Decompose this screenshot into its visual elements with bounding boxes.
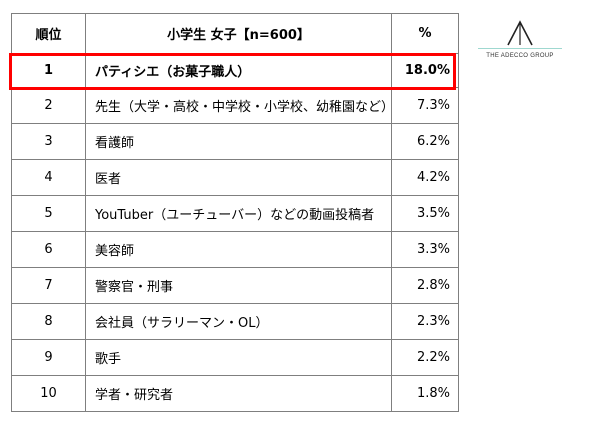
rank-cell: 9 bbox=[11, 339, 86, 376]
job-cell: 会社員（サラリーマン・OL） bbox=[85, 303, 392, 340]
job-cell: 美容師 bbox=[85, 231, 392, 268]
rank-cell: 2 bbox=[11, 87, 86, 124]
job-cell: 歌手 bbox=[85, 339, 392, 376]
table-header-row: 順位 小学生 女子【n=600】 % bbox=[11, 13, 459, 54]
adecco-a-logo-icon bbox=[507, 20, 533, 46]
job-cell: YouTuber（ユーチューバー）などの動画投稿者 bbox=[85, 195, 392, 232]
table-row: 2 先生（大学・高校・中学校・小学校、幼稚園など） 7.3% bbox=[11, 87, 459, 124]
rank-cell: 5 bbox=[11, 195, 86, 232]
percent-cell: 4.2% bbox=[391, 159, 459, 196]
table-row: 5 YouTuber（ユーチューバー）などの動画投稿者 3.5% bbox=[11, 195, 459, 232]
percent-cell: 18.0% bbox=[391, 53, 459, 88]
rank-cell: 8 bbox=[11, 303, 86, 340]
job-cell: 学者・研究者 bbox=[85, 375, 392, 412]
ranking-table: 順位 小学生 女子【n=600】 % 1 パティシエ（お菓子職人） 18.0% … bbox=[11, 13, 459, 412]
rank-cell: 1 bbox=[11, 53, 86, 88]
job-cell: 先生（大学・高校・中学校・小学校、幼稚園など） bbox=[85, 87, 392, 124]
rank-cell: 3 bbox=[11, 123, 86, 160]
table-row: 8 会社員（サラリーマン・OL） 2.3% bbox=[11, 303, 459, 340]
job-cell: 医者 bbox=[85, 159, 392, 196]
brand-logo: THE ADECCO GROUP bbox=[476, 20, 564, 59]
job-cell: 警察官・刑事 bbox=[85, 267, 392, 304]
brand-accent-line bbox=[478, 48, 562, 49]
table-row: 3 看護師 6.2% bbox=[11, 123, 459, 160]
job-cell: パティシエ（お菓子職人） bbox=[85, 53, 392, 88]
rank-cell: 7 bbox=[11, 267, 86, 304]
table-row: 9 歌手 2.2% bbox=[11, 339, 459, 376]
percent-cell: 3.3% bbox=[391, 231, 459, 268]
rank-cell: 6 bbox=[11, 231, 86, 268]
brand-name: THE ADECCO GROUP bbox=[486, 53, 554, 59]
table-row: 7 警察官・刑事 2.8% bbox=[11, 267, 459, 304]
percent-cell: 3.5% bbox=[391, 195, 459, 232]
header-rank: 順位 bbox=[11, 13, 86, 54]
percent-cell: 2.3% bbox=[391, 303, 459, 340]
percent-cell: 2.2% bbox=[391, 339, 459, 376]
job-cell: 看護師 bbox=[85, 123, 392, 160]
percent-cell: 6.2% bbox=[391, 123, 459, 160]
rank-cell: 10 bbox=[11, 375, 86, 412]
percent-cell: 7.3% bbox=[391, 87, 459, 124]
table-row: 10 学者・研究者 1.8% bbox=[11, 375, 459, 412]
header-group: 小学生 女子【n=600】 bbox=[85, 13, 392, 54]
table-row: 6 美容師 3.3% bbox=[11, 231, 459, 268]
rank-cell: 4 bbox=[11, 159, 86, 196]
table-row: 1 パティシエ（お菓子職人） 18.0% bbox=[11, 53, 459, 88]
percent-cell: 2.8% bbox=[391, 267, 459, 304]
header-percent: % bbox=[391, 13, 459, 54]
table-row: 4 医者 4.2% bbox=[11, 159, 459, 196]
percent-cell: 1.8% bbox=[391, 375, 459, 412]
